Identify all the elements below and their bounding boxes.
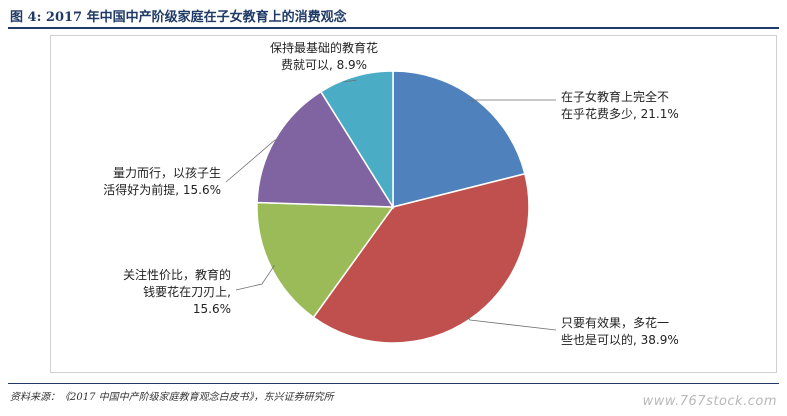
leader-line-3 (235, 264, 275, 291)
pie-slice-4 (256, 90, 395, 208)
slice-labels: 在子女教育上完全不在乎花费多少, 21.1% 只要有效果，多花一些也是可以的, 3… (103, 40, 679, 347)
leader-lines (225, 79, 557, 331)
slice-label-3: 关注性价比，教育的钱要花在刀刃上, 15.6% (123, 267, 231, 316)
slice-label-2: 只要有效果，多花一些也是可以的, 38.9% (561, 315, 679, 347)
title-rule (8, 27, 779, 29)
watermark: www.767stock.com (642, 394, 777, 409)
leader-line-5 (342, 79, 357, 83)
pie-slice-5 (319, 70, 394, 210)
source-note: 资料来源：《2017 中国中产阶级家庭教育观念白皮书》，东兴证券研究所 (10, 392, 334, 403)
bottom-rule (8, 383, 779, 384)
figure-title: 图 4: 2017 年中国中产阶级家庭在子女教育上的消费观念 (10, 10, 347, 25)
slice-label-1: 在子女教育上完全不在乎花费多少, 21.1% (561, 89, 679, 121)
pie-slices (256, 70, 530, 344)
plot-frame (50, 35, 777, 373)
leader-line-2 (466, 315, 557, 331)
pie-slice-3 (256, 201, 395, 319)
slice-label-4: 量力而行，以孩子生活得好为前提, 15.6% (103, 166, 221, 197)
leader-line-4 (225, 139, 279, 183)
leader-line-1 (469, 99, 556, 104)
slice-label-5: 保持最基础的教育花费就可以, 8.9% (270, 40, 378, 72)
